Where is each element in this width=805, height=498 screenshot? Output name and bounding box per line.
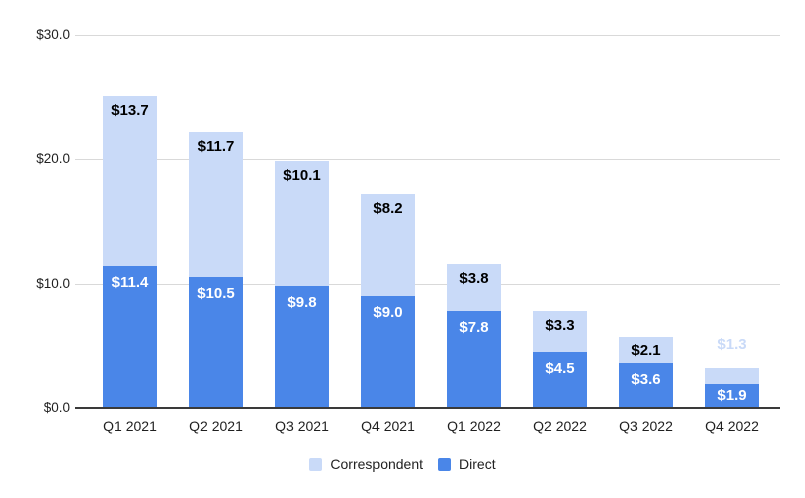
bar-segment-direct-q4-2022[interactable] [705, 384, 759, 408]
data-label-correspondent-q3-2022: $2.1 [631, 341, 661, 359]
bar-segment-correspondent-q2-2021[interactable] [189, 131, 243, 278]
y-axis-tick-label: $10.0 [36, 275, 70, 291]
data-label-direct-q2-2021: $10.5 [197, 285, 235, 303]
y-axis-tick-label: $0.0 [43, 400, 70, 415]
data-label-correspondent-q1-2021: $13.7 [111, 101, 149, 119]
data-label-direct-q4-2022: $1.9 [717, 386, 747, 404]
x-axis-label-q3-2022: Q3 2022 [619, 418, 673, 434]
x-axis-line [75, 407, 780, 409]
x-axis-label-q2-2021: Q2 2021 [189, 418, 243, 434]
bar-segment-direct-q1-2022[interactable] [447, 311, 501, 408]
data-label-correspondent-q4-2021: $8.2 [373, 200, 403, 218]
legend-label-correspondent: Correspondent [330, 456, 424, 472]
gridline-30 [75, 35, 780, 36]
gridline-10 [75, 283, 780, 285]
x-axis-label-q1-2022: Q1 2022 [447, 418, 501, 434]
data-label-direct-q3-2022: $3.6 [631, 371, 661, 389]
legend: Correspondent Direct [0, 456, 805, 472]
correspondent-swatch-icon [309, 457, 323, 471]
x-axis-label-q4-2021: Q4 2021 [361, 418, 415, 434]
bar-segment-direct-q3-2021[interactable] [275, 286, 329, 408]
x-axis-label-q1-2021: Q1 2021 [103, 418, 157, 434]
y-axis-tick-label: $30.0 [36, 27, 70, 42]
bar-segment-direct-q4-2021[interactable] [361, 296, 415, 408]
data-label-direct-q3-2021: $9.8 [287, 294, 317, 312]
bar-segment-correspondent-q2-2022[interactable] [533, 311, 587, 353]
bar-segment-correspondent-q1-2021[interactable] [103, 95, 157, 267]
bar-segment-correspondent-q4-2022[interactable] [705, 368, 759, 385]
direct-swatch-icon [438, 457, 452, 471]
x-axis-label-q4-2022: Q4 2022 [705, 418, 759, 434]
bar-segment-direct-q2-2022[interactable] [533, 352, 587, 408]
legend-item-direct[interactable]: Direct [438, 456, 496, 472]
x-axis-label-q2-2022: Q2 2022 [533, 418, 587, 434]
x-axis-label-q3-2021: Q3 2021 [275, 418, 329, 434]
bar-segment-correspondent-q1-2022[interactable] [447, 263, 501, 311]
data-label-correspondent-q3-2021: $10.1 [283, 166, 321, 184]
data-label-correspondent-q4-2022: $1.3 [717, 336, 747, 354]
data-label-correspondent-q2-2021: $11.7 [197, 137, 235, 155]
bar-segment-correspondent-q4-2021[interactable] [361, 194, 415, 297]
legend-label-direct: Direct [459, 456, 496, 472]
bar-segment-direct-q1-2021[interactable] [103, 266, 157, 408]
bar-segment-correspondent-q3-2021[interactable] [275, 160, 329, 287]
bar-segment-correspondent-q3-2022[interactable] [619, 337, 673, 364]
bar-segment-direct-q3-2022[interactable] [619, 363, 673, 408]
data-label-correspondent-q2-2022: $3.3 [545, 317, 575, 335]
data-label-direct-q1-2022: $7.8 [459, 319, 489, 337]
gridline-20 [75, 159, 780, 161]
data-label-correspondent-q1-2022: $3.8 [459, 269, 489, 287]
bar-segment-direct-q2-2021[interactable] [189, 277, 243, 408]
data-label-direct-q4-2021: $9.0 [373, 304, 403, 322]
data-label-direct-q2-2022: $4.5 [545, 360, 575, 378]
data-label-direct-q1-2021: $11.4 [111, 274, 149, 292]
y-axis-tick-label: $20.0 [36, 151, 70, 167]
legend-item-correspondent[interactable]: Correspondent [309, 456, 423, 472]
